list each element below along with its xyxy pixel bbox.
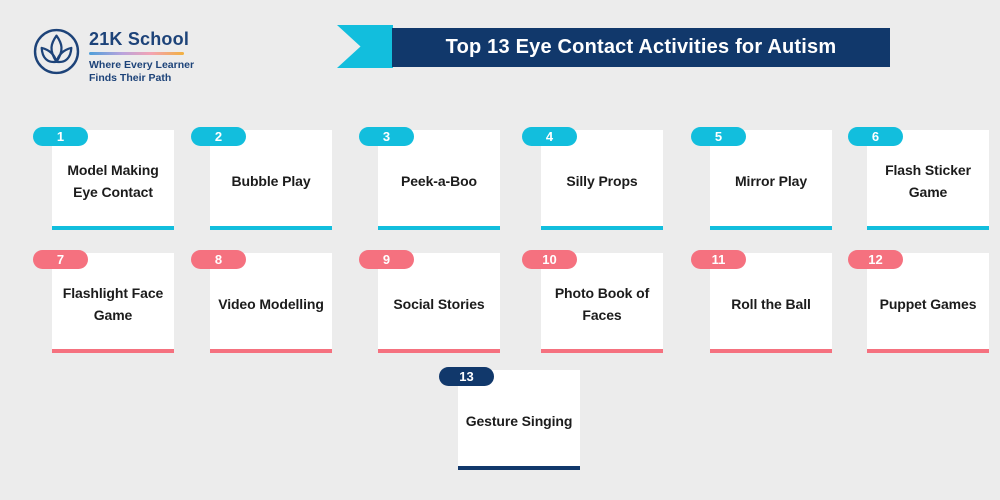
card-accent-underline bbox=[458, 466, 580, 470]
title-banner: Top 13 Eye Contact Activities for Autism bbox=[392, 28, 890, 67]
card-accent-underline bbox=[52, 226, 174, 230]
number-badge: 2 bbox=[191, 127, 246, 146]
logo-text: 21K School Where Every Learner Finds The… bbox=[89, 26, 194, 85]
activity-card-8: 8 Video Modelling bbox=[191, 250, 332, 353]
logo: 21K School Where Every Learner Finds The… bbox=[33, 26, 194, 85]
activity-card-9: 9 Social Stories bbox=[359, 250, 500, 353]
number-badge: 7 bbox=[33, 250, 88, 269]
activity-label: Gesture Singing bbox=[465, 413, 573, 430]
activity-label: Peek-a-Boo bbox=[400, 173, 478, 190]
activity-label: Roll the Ball bbox=[731, 296, 811, 313]
number-badge: 13 bbox=[439, 367, 494, 386]
number-badge: 4 bbox=[522, 127, 577, 146]
card-accent-underline bbox=[52, 349, 174, 353]
page-title: Top 13 Eye Contact Activities for Autism bbox=[445, 36, 837, 58]
number-badge: 9 bbox=[359, 250, 414, 269]
activity-label: Model Making Eye Contact bbox=[67, 162, 159, 200]
logo-tagline-line1: Where Every Learner bbox=[89, 58, 195, 71]
activity-label: Puppet Games bbox=[879, 296, 977, 313]
card-accent-underline bbox=[710, 349, 832, 353]
activity-label: Video Modelling bbox=[218, 296, 324, 313]
card-row-1: 1 Model Making Eye Contact 2 Bubble Play… bbox=[0, 127, 1000, 230]
activity-label: Photo Book of Faces bbox=[554, 285, 650, 323]
activity-label: Bubble Play bbox=[231, 173, 311, 190]
card-accent-underline bbox=[541, 349, 663, 353]
activity-card-6: 6 Flash Sticker Game bbox=[848, 127, 989, 230]
activity-card-4: 4 Silly Props bbox=[522, 127, 663, 230]
activity-card-1: 1 Model Making Eye Contact bbox=[33, 127, 174, 230]
activity-label: Mirror Play bbox=[734, 173, 808, 190]
card-row-2: 7 Flashlight Face Game 8 Video Modelling… bbox=[0, 250, 1000, 353]
activity-label: Social Stories bbox=[393, 296, 485, 313]
activity-card-10: 10 Photo Book of Faces bbox=[522, 250, 663, 353]
activity-label: Flashlight Face Game bbox=[62, 285, 164, 323]
card-row-3: 13 Gesture Singing bbox=[0, 367, 1000, 470]
number-badge: 10 bbox=[522, 250, 577, 269]
card-accent-underline bbox=[867, 226, 989, 230]
activity-card-2: 2 Bubble Play bbox=[191, 127, 332, 230]
card-accent-underline bbox=[378, 349, 500, 353]
card-accent-underline bbox=[378, 226, 500, 230]
number-badge: 6 bbox=[848, 127, 903, 146]
banner-ribbon-icon bbox=[337, 25, 393, 68]
number-badge: 8 bbox=[191, 250, 246, 269]
activity-card-13: 13 Gesture Singing bbox=[439, 367, 580, 470]
activity-card-7: 7 Flashlight Face Game bbox=[33, 250, 174, 353]
logo-gradient-underline bbox=[89, 52, 184, 55]
number-badge: 3 bbox=[359, 127, 414, 146]
number-badge: 5 bbox=[691, 127, 746, 146]
logo-tagline-line2: Finds Their Path bbox=[89, 71, 172, 84]
activity-label: Silly Props bbox=[566, 173, 638, 190]
activity-card-12: 12 Puppet Games bbox=[848, 250, 989, 353]
card-accent-underline bbox=[710, 226, 832, 230]
number-badge: 1 bbox=[33, 127, 88, 146]
card-accent-underline bbox=[210, 226, 332, 230]
activity-card-11: 11 Roll the Ball bbox=[691, 250, 832, 353]
number-badge: 11 bbox=[691, 250, 746, 269]
card-accent-underline bbox=[541, 226, 663, 230]
card-accent-underline bbox=[210, 349, 332, 353]
number-badge: 12 bbox=[848, 250, 903, 269]
activity-card-3: 3 Peek-a-Boo bbox=[359, 127, 500, 230]
lotus-logo-icon bbox=[33, 28, 80, 75]
activity-label: Flash Sticker Game bbox=[885, 162, 971, 200]
activity-card-5: 5 Mirror Play bbox=[691, 127, 832, 230]
logo-name: 21K School bbox=[89, 29, 190, 49]
card-accent-underline bbox=[867, 349, 989, 353]
